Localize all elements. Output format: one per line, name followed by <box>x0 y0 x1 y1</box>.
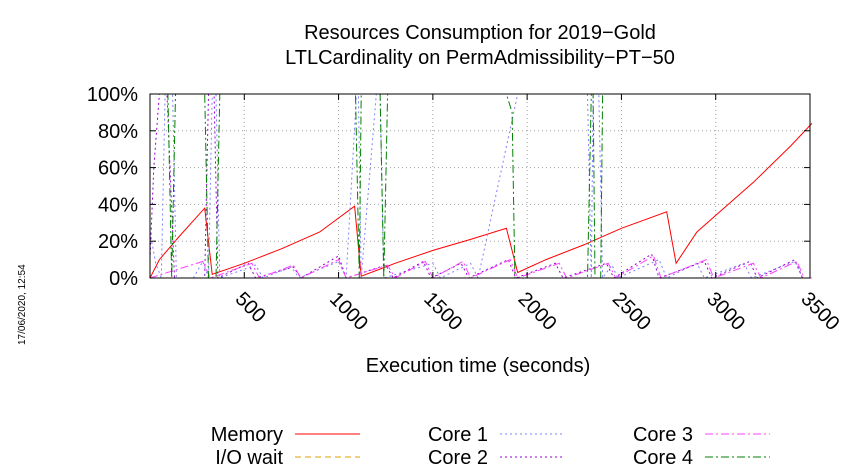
series-line-5 <box>150 93 812 279</box>
y-tick-label: 0% <box>109 268 138 290</box>
series-line-4 <box>149 255 812 279</box>
chart-subtitle: LTLCardinality on PermAdmissibility−PT−5… <box>285 47 675 69</box>
legend-label: I/O wait <box>215 447 283 469</box>
y-tick-label: 60% <box>98 158 138 180</box>
x-tick-label: 500 <box>231 288 270 327</box>
y-tick-label: 80% <box>98 121 138 143</box>
y-tick-label: 100% <box>87 84 138 106</box>
legend-label: Core 4 <box>633 447 693 469</box>
x-tick-label: 1000 <box>325 288 372 335</box>
x-tick-label: 1500 <box>419 288 466 335</box>
legend-label: Core 2 <box>428 447 488 469</box>
legend-label: Core 1 <box>428 424 488 446</box>
grid <box>150 94 810 278</box>
series-line-3 <box>149 93 812 279</box>
x-tick-label: 3500 <box>796 288 843 335</box>
chart-title: Resources Consumption for 2019−Gold <box>304 22 656 44</box>
y-axis: 0% 20% 40% 60% 80% 100% <box>87 84 810 290</box>
x-tick-label: 3000 <box>702 288 749 335</box>
legend-label: Memory <box>211 424 283 446</box>
x-axis: 500 1000 1500 2000 2500 3000 3500 <box>231 94 843 335</box>
x-axis-label: Execution time (seconds) <box>366 355 591 377</box>
series-line-0 <box>149 123 813 279</box>
series-line-2 <box>149 93 812 280</box>
legend-label: Core 3 <box>633 424 693 446</box>
series-lines <box>149 93 813 280</box>
timestamp: 17/06/2020, 12:54 <box>17 264 28 345</box>
plot-frame <box>149 93 811 279</box>
y-tick-label: 40% <box>98 194 138 216</box>
x-tick-label: 2500 <box>608 288 655 335</box>
x-tick-label: 2000 <box>514 288 561 335</box>
y-tick-label: 20% <box>98 231 138 253</box>
